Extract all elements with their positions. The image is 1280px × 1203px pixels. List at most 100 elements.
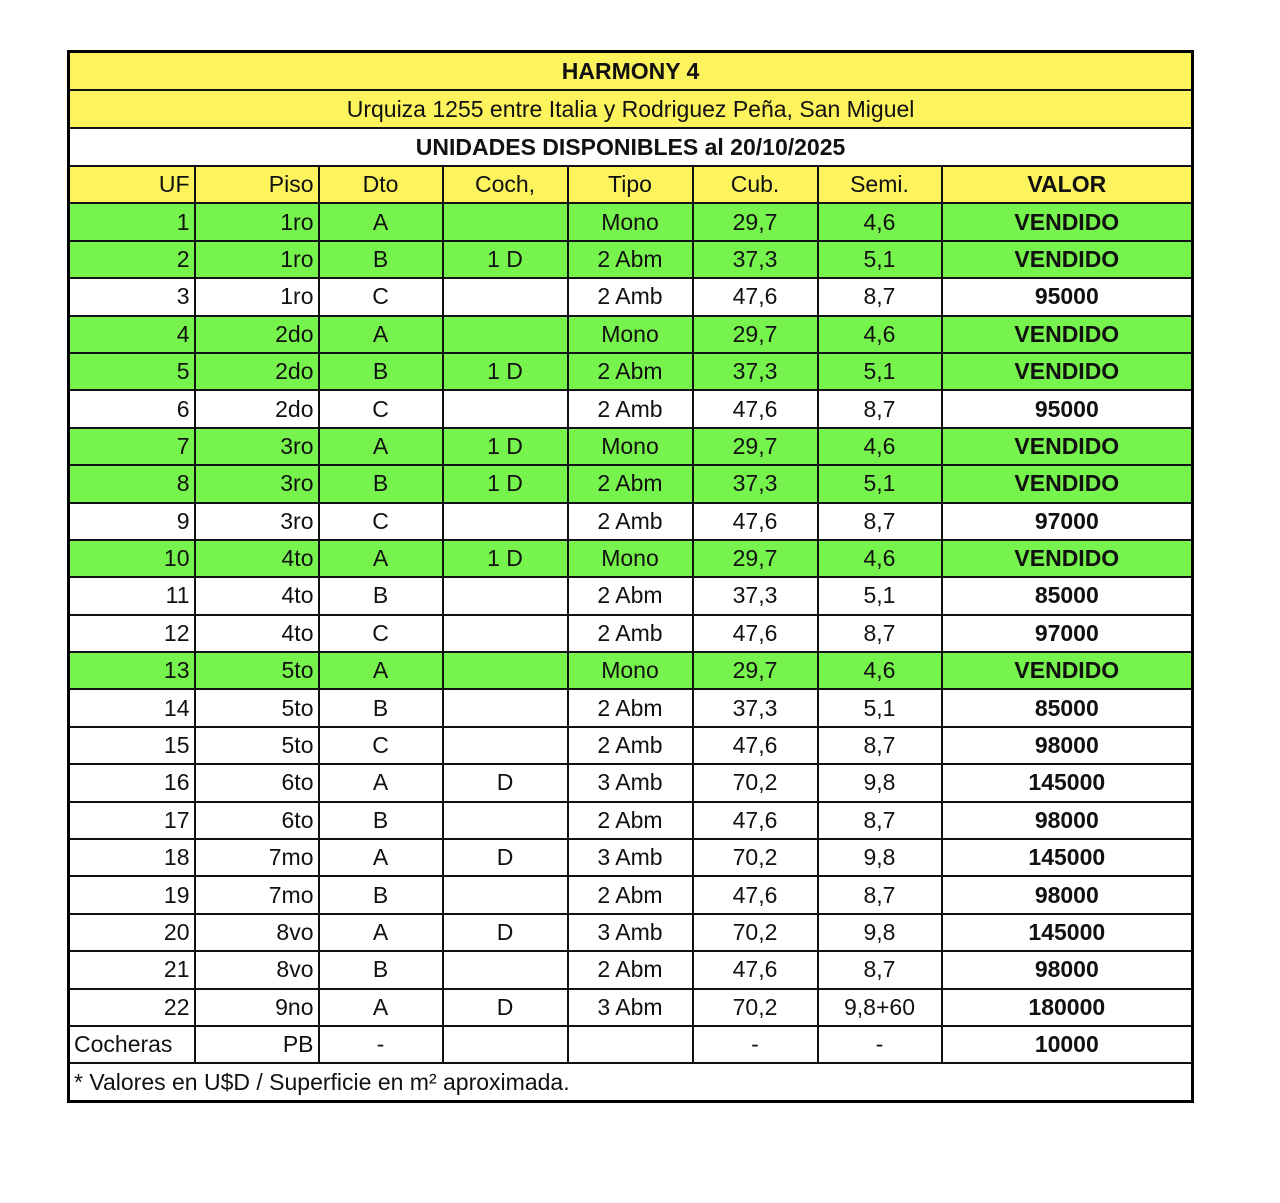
cell-dto: B (317, 950, 444, 990)
table-row: 4 2do A Mono 29,7 4,6 VENDIDO (67, 314, 1194, 354)
cell-uf: 5 (67, 351, 196, 392)
cell-dto: A (317, 202, 444, 242)
cell-dto: B (317, 239, 444, 280)
column-header-piso: Piso (193, 164, 320, 205)
cell-uf: 7 (67, 426, 196, 467)
cell-cub: 70,2 (691, 987, 819, 1027)
cell-coch (441, 875, 569, 915)
cell-tipo (566, 1024, 694, 1065)
cell-coch: 1 D (441, 464, 569, 504)
cell-dto: A (317, 314, 444, 354)
cell-tipo: 2 Amb (566, 501, 694, 541)
cell-semi: 5,1 (816, 688, 943, 728)
cell-tipo: 2 Amb (566, 725, 694, 766)
cell-tipo: Mono (566, 314, 694, 354)
cell-dto: B (317, 800, 444, 841)
cell-dto: C (317, 277, 444, 317)
cell-tipo: 2 Amb (566, 613, 694, 654)
table-row: 22 9no A D 3 Abm 70,2 9,8+60 180000 (67, 987, 1194, 1027)
cell-uf: 10 (67, 538, 196, 579)
cell-cub: 37,3 (691, 239, 819, 280)
cell-semi: 4,6 (816, 651, 943, 691)
cell-tipo: 2 Abm (566, 351, 694, 392)
cell-dto: C (317, 501, 444, 541)
cell-cub: 47,6 (691, 277, 819, 317)
cell-dto: A (317, 651, 444, 691)
cell-valor: VENDIDO (940, 202, 1194, 242)
cell-uf: 17 (67, 800, 196, 841)
cell-cub: 29,7 (691, 651, 819, 691)
cell-valor: VENDIDO (940, 426, 1194, 467)
cell-coch: 1 D (441, 351, 569, 392)
cell-dto: B (317, 688, 444, 728)
cell-uf: 22 (67, 987, 196, 1027)
cell-valor: 97000 (940, 613, 1194, 654)
cell-cub: 47,6 (691, 613, 819, 654)
cell-uf: 11 (67, 576, 196, 616)
cell-tipo: Mono (566, 651, 694, 691)
cell-uf: 21 (67, 950, 196, 990)
cell-semi: 9,8 (816, 912, 943, 953)
cell-dto: A (317, 912, 444, 953)
cell-cub: 37,3 (691, 576, 819, 616)
cell-piso: 3ro (193, 464, 320, 504)
cell-coch (441, 202, 569, 242)
table-row: 14 5to B 2 Abm 37,3 5,1 85000 (67, 688, 1194, 728)
cell-tipo: 2 Abm (566, 800, 694, 841)
table-row: 12 4to C 2 Amb 47,6 8,7 97000 (67, 613, 1194, 654)
cell-uf: 12 (67, 613, 196, 654)
address: Urquiza 1255 entre Italia y Rodriguez Pe… (67, 89, 1194, 129)
cell-coch: D (441, 763, 569, 803)
cell-semi: - (816, 1024, 943, 1065)
table-row: 15 5to C 2 Amb 47,6 8,7 98000 (67, 725, 1194, 766)
table-row: 13 5to A Mono 29,7 4,6 VENDIDO (67, 651, 1194, 691)
cell-piso: 3ro (193, 426, 320, 467)
cell-cub: 70,2 (691, 912, 819, 953)
cell-piso: 5to (193, 688, 320, 728)
cell-tipo: 3 Amb (566, 838, 694, 878)
cell-semi: 8,7 (816, 389, 943, 429)
cell-semi: 5,1 (816, 239, 943, 280)
cell-coch: D (441, 987, 569, 1027)
cell-coch (441, 501, 569, 541)
cell-valor: 145000 (940, 838, 1194, 878)
cell-dto: B (317, 464, 444, 504)
cell-dto: A (317, 987, 444, 1027)
cell-semi: 8,7 (816, 277, 943, 317)
cell-semi: 8,7 (816, 875, 943, 915)
cell-valor: 95000 (940, 277, 1194, 317)
cell-uf: 18 (67, 838, 196, 878)
cell-valor: VENDIDO (940, 651, 1194, 691)
cell-semi: 8,7 (816, 613, 943, 654)
cell-coch: 1 D (441, 538, 569, 579)
cell-valor: 97000 (940, 501, 1194, 541)
cell-semi: 8,7 (816, 950, 943, 990)
cell-semi: 4,6 (816, 202, 943, 242)
cell-cub: 29,7 (691, 426, 819, 467)
cell-coch (441, 576, 569, 616)
cell-tipo: 2 Abm (566, 688, 694, 728)
cell-tipo: 2 Amb (566, 389, 694, 429)
cell-tipo: 3 Amb (566, 912, 694, 953)
cell-uf: 20 (67, 912, 196, 953)
cell-cub: 37,3 (691, 688, 819, 728)
table-row: 1 1ro A Mono 29,7 4,6 VENDIDO (67, 202, 1194, 242)
cell-coch: D (441, 912, 569, 953)
cell-semi: 4,6 (816, 314, 943, 354)
cell-dto: - (317, 1024, 444, 1065)
cell-uf: Cocheras (67, 1024, 196, 1065)
cell-coch (441, 277, 569, 317)
cell-tipo: 2 Amb (566, 277, 694, 317)
column-header-cub: Cub. (691, 164, 819, 205)
cell-uf: 19 (67, 875, 196, 915)
cell-semi: 9,8+60 (816, 987, 943, 1027)
cell-dto: A (317, 538, 444, 579)
cell-uf: 14 (67, 688, 196, 728)
cell-uf: 9 (67, 501, 196, 541)
cell-dto: B (317, 351, 444, 392)
cell-dto: A (317, 763, 444, 803)
cell-semi: 5,1 (816, 464, 943, 504)
table-row: 10 4to A 1 D Mono 29,7 4,6 VENDIDO (67, 538, 1194, 579)
cell-semi: 9,8 (816, 838, 943, 878)
cell-cub: 47,6 (691, 800, 819, 841)
